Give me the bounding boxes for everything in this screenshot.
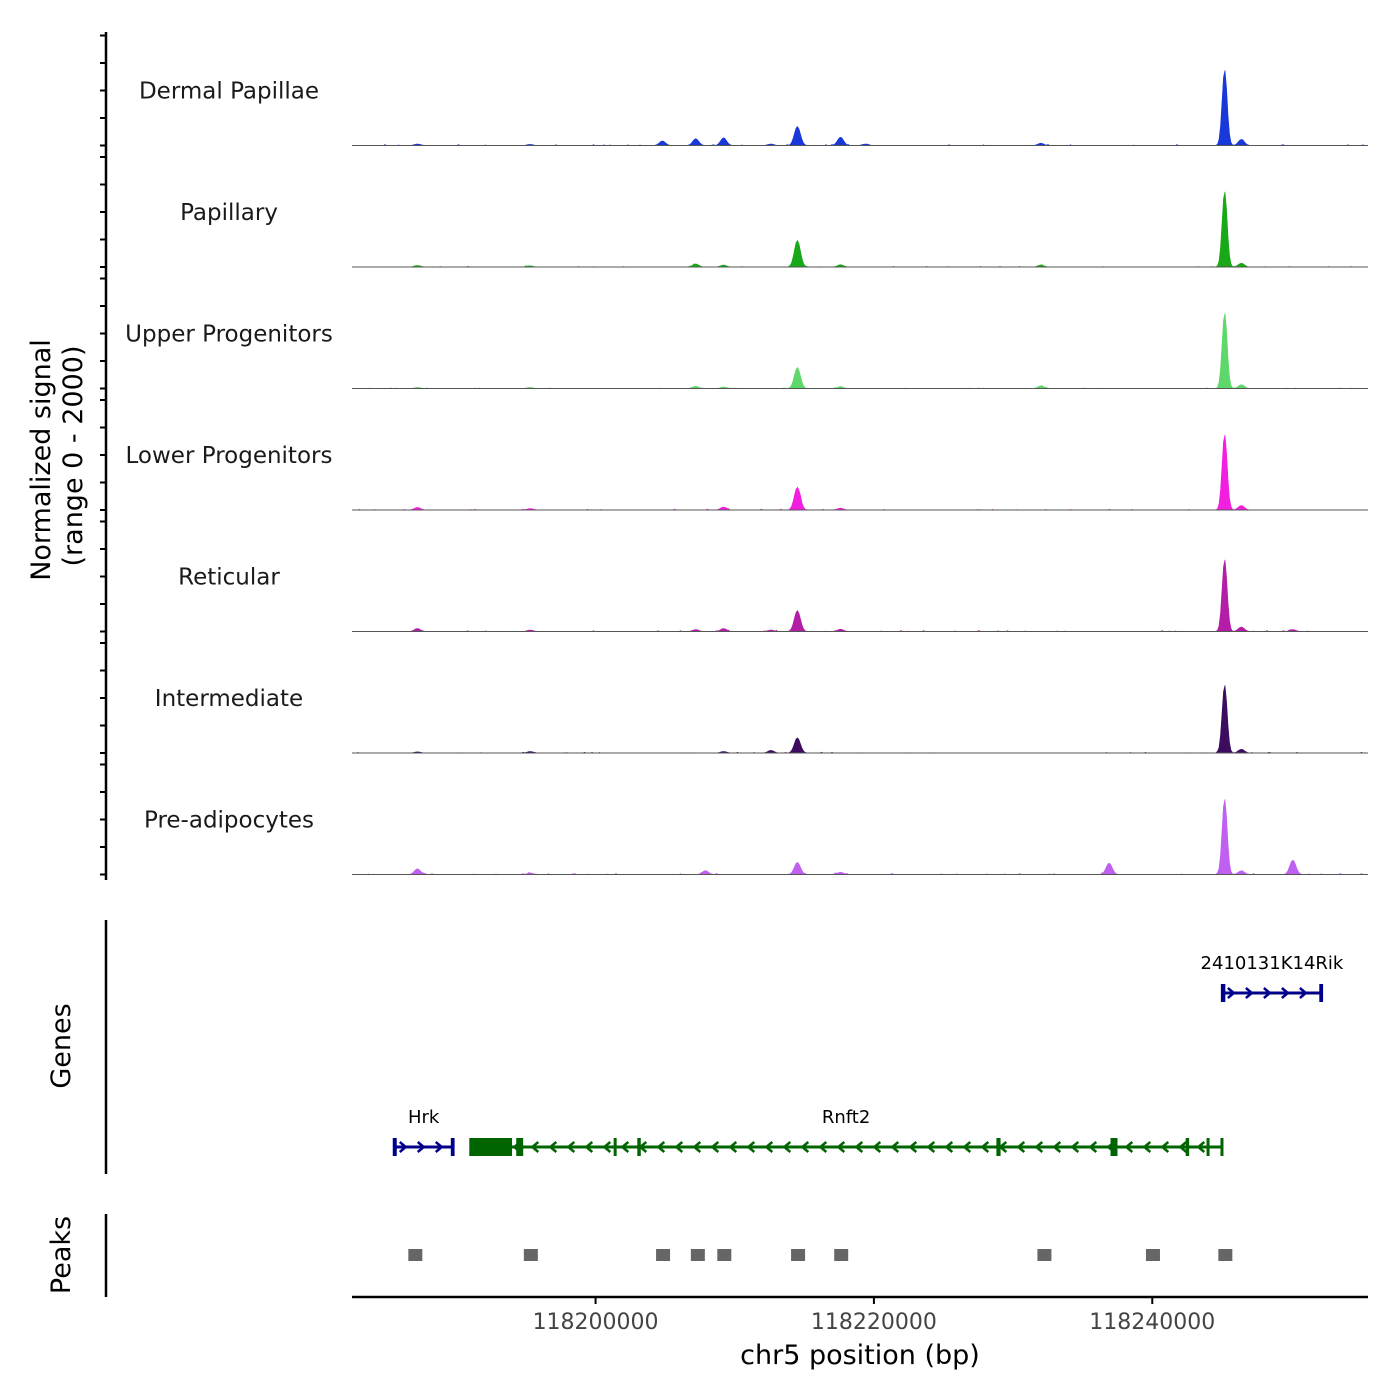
strand-arrow bbox=[530, 1141, 540, 1153]
coverage-area bbox=[352, 70, 1368, 146]
track-label: Lower Progenitors bbox=[126, 443, 333, 469]
x-axis-title: chr5 position (bp) bbox=[740, 1340, 980, 1371]
strand-arrow bbox=[674, 1141, 684, 1153]
strand-arrow bbox=[818, 1141, 828, 1153]
peaks-panel-label: Peaks bbox=[46, 1216, 77, 1294]
strand-arrow bbox=[548, 1141, 558, 1153]
peak-region bbox=[1037, 1249, 1052, 1261]
track-label: Reticular bbox=[178, 565, 280, 591]
strand-arrow bbox=[836, 1141, 846, 1153]
strand-arrow bbox=[746, 1141, 756, 1153]
coverage-area bbox=[352, 434, 1368, 511]
peak-region bbox=[791, 1249, 806, 1261]
exon bbox=[613, 1138, 617, 1156]
strand-arrow bbox=[1034, 1141, 1044, 1153]
track-label: Dermal Papillae bbox=[139, 79, 319, 105]
strand-arrow bbox=[944, 1141, 954, 1153]
strand-arrow bbox=[692, 1141, 702, 1153]
gene-label: 2410131K14Rik bbox=[1201, 953, 1344, 974]
strand-arrow bbox=[398, 1141, 408, 1153]
gene-label: Hrk bbox=[408, 1107, 440, 1128]
strand-arrow bbox=[962, 1141, 972, 1153]
strand-arrow bbox=[980, 1141, 990, 1153]
x-tick-label: 118220000 bbox=[811, 1310, 937, 1335]
exon bbox=[516, 1138, 524, 1156]
exon bbox=[1206, 1138, 1210, 1156]
coverage-area bbox=[352, 559, 1368, 632]
peak-region bbox=[1145, 1249, 1160, 1261]
coverage-area bbox=[352, 799, 1368, 875]
strand-arrow bbox=[1281, 987, 1290, 999]
genes-panel-label: Genes bbox=[46, 1003, 77, 1088]
peak-region bbox=[834, 1249, 849, 1261]
x-axis: 118200000 118220000 118240000 bbox=[352, 1295, 1368, 1335]
strand-arrow bbox=[1088, 1141, 1098, 1153]
track-label: Pre-adipocytes bbox=[144, 808, 314, 834]
x-tick-label: 118200000 bbox=[533, 1310, 659, 1335]
strand-arrow bbox=[1196, 1141, 1206, 1153]
coverage-tracks: Dermal Papillae Papillary Upper Progenitor… bbox=[100, 32, 1368, 880]
strand-arrow bbox=[1124, 1141, 1134, 1153]
track-label: Papillary bbox=[180, 200, 278, 226]
exon bbox=[470, 1138, 513, 1156]
exon bbox=[1319, 984, 1323, 1002]
exon bbox=[450, 1138, 454, 1156]
coverage-area bbox=[352, 685, 1368, 754]
y-axis-title-line1: Normalized signal bbox=[26, 339, 57, 581]
strand-arrow bbox=[1245, 987, 1254, 999]
strand-arrow bbox=[584, 1141, 594, 1153]
exon bbox=[637, 1138, 641, 1156]
exon bbox=[393, 1138, 397, 1156]
track-label: Upper Progenitors bbox=[125, 322, 333, 348]
gene-label: Rnft2 bbox=[822, 1107, 870, 1128]
exon bbox=[996, 1138, 1001, 1156]
y-axis-title-line2: (range 0 - 2000) bbox=[58, 346, 89, 567]
coverage-area bbox=[352, 313, 1368, 389]
strand-arrow bbox=[434, 1141, 444, 1153]
strand-arrow bbox=[1070, 1141, 1080, 1153]
strand-arrow bbox=[872, 1141, 882, 1153]
exon bbox=[1221, 984, 1226, 1002]
peak-region bbox=[690, 1249, 705, 1261]
strand-arrow bbox=[890, 1141, 900, 1153]
strand-arrow bbox=[710, 1141, 720, 1153]
strand-arrow bbox=[908, 1141, 918, 1153]
strand-arrow bbox=[854, 1141, 864, 1153]
strand-arrow bbox=[764, 1141, 774, 1153]
genes-panel: 2410131K14Rik Hrk Rnft2 bbox=[104, 920, 1344, 1174]
coverage-area bbox=[352, 191, 1368, 268]
strand-arrow bbox=[1178, 1141, 1188, 1153]
strand-arrow bbox=[416, 1141, 426, 1153]
strand-arrow bbox=[620, 1141, 630, 1153]
strand-arrow bbox=[1160, 1141, 1170, 1153]
peak-region bbox=[717, 1249, 732, 1261]
strand-arrow bbox=[1052, 1141, 1062, 1153]
strand-arrow bbox=[1263, 987, 1272, 999]
peak-region bbox=[408, 1249, 423, 1261]
strand-arrow bbox=[1016, 1141, 1026, 1153]
strand-arrow bbox=[1227, 987, 1236, 999]
strand-arrow bbox=[656, 1141, 666, 1153]
peak-region bbox=[523, 1249, 538, 1261]
strand-arrow bbox=[782, 1141, 792, 1153]
strand-arrow bbox=[602, 1141, 612, 1153]
strand-arrow bbox=[926, 1141, 936, 1153]
strand-arrow bbox=[728, 1141, 738, 1153]
x-tick-label: 118240000 bbox=[1089, 1310, 1215, 1335]
exon bbox=[1110, 1138, 1118, 1156]
strand-arrow bbox=[1299, 987, 1308, 999]
exon bbox=[1185, 1138, 1190, 1156]
peak-region bbox=[1218, 1249, 1233, 1261]
strand-arrow bbox=[566, 1141, 576, 1153]
track-label: Intermediate bbox=[155, 686, 303, 712]
peaks-panel bbox=[104, 1214, 1233, 1297]
strand-arrow bbox=[800, 1141, 810, 1153]
peak-region bbox=[656, 1249, 671, 1261]
strand-arrow bbox=[1142, 1141, 1152, 1153]
